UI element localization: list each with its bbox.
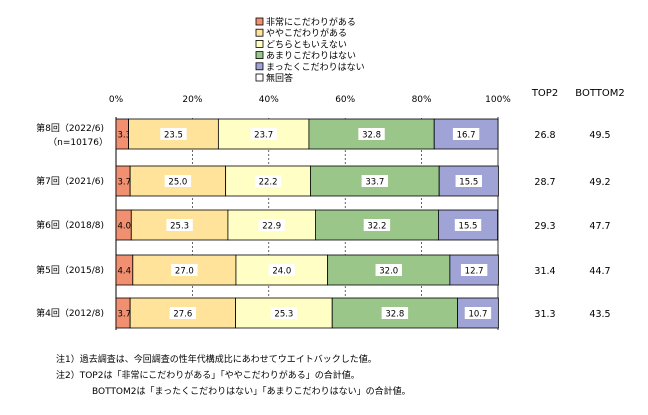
legend-label: あまりこだわりはない: [266, 51, 356, 62]
bottom2-value: 44.7: [589, 266, 610, 277]
legend-swatch: [255, 51, 264, 59]
data-label: 16.7: [457, 131, 476, 141]
data-label: 32.0: [379, 267, 398, 277]
data-label-box: [358, 128, 385, 140]
data-label: 25.0: [168, 178, 187, 188]
data-label-box: [268, 264, 295, 276]
data-label: 3.7: [118, 178, 132, 188]
legend-label: ややこだわりがある: [266, 27, 347, 39]
bar-segment: [225, 165, 311, 197]
top2-header: TOP2: [531, 88, 558, 99]
data-label: 4.4: [118, 267, 132, 277]
data-label: 32.2: [367, 222, 386, 232]
category-label: 第4回（2012/8): [36, 307, 104, 319]
category-label: 第7回（2021/6): [36, 175, 104, 187]
top2-value: 29.3: [534, 221, 555, 232]
data-label-box: [258, 219, 285, 231]
x-tick-label: 60%: [335, 95, 355, 105]
data-label: 23.5: [164, 131, 183, 141]
data-label-box: [452, 128, 480, 140]
data-label: 4.0: [118, 222, 132, 232]
data-label-box: [160, 128, 187, 140]
data-label-box: [254, 175, 282, 187]
legend-swatch: [255, 62, 264, 71]
legend-swatch: [255, 17, 264, 26]
bottom2-value: 49.2: [589, 177, 610, 188]
data-label: 25.3: [170, 222, 189, 232]
legend-swatch: [255, 28, 264, 37]
bottom2-value: 49.5: [589, 130, 610, 141]
category-label: 第5回（2015/8): [36, 264, 104, 276]
data-label-box: [375, 264, 402, 276]
data-label: 12.7: [465, 267, 484, 277]
x-tick-label: 20%: [182, 95, 202, 105]
data-label: 22.9: [262, 222, 281, 232]
data-label: 3.7: [118, 310, 132, 320]
legend-label: 非常にこだわりがある: [266, 16, 356, 28]
data-label: 3.3: [118, 131, 132, 141]
data-label: 25.3: [274, 310, 293, 320]
legend-label: どちらともいえない: [266, 39, 347, 50]
data-label: 15.5: [459, 222, 478, 232]
bottom2-value: 47.7: [589, 221, 610, 232]
category-sublabel: （n=10176）: [48, 137, 108, 148]
top2-value: 31.4: [534, 266, 555, 277]
data-label-box: [460, 264, 488, 276]
legend-label: 無回答: [266, 72, 293, 84]
footnotes: 注1）過去調査は、今回調査の性年代構成比にあわせてウエイトバックした値。 注2）…: [56, 352, 411, 400]
top2-value: 28.7: [534, 177, 555, 188]
data-label: 15.5: [459, 178, 478, 188]
legend-label: まったくこだわりはない: [266, 62, 365, 73]
data-label: 24.0: [272, 267, 291, 277]
data-label: 27.6: [173, 310, 192, 320]
data-label-box: [171, 264, 198, 276]
category-label: 第6回（2018/8): [36, 219, 104, 231]
data-label-box: [363, 219, 391, 231]
x-tick-label: 100%: [485, 95, 511, 105]
data-label-box: [166, 219, 193, 231]
category-label: 第8回（2022/6): [36, 122, 104, 134]
data-label-box: [454, 219, 482, 231]
top2-value: 26.8: [534, 130, 555, 141]
data-label-box: [250, 128, 277, 140]
bottom2-header: BOTTOM2: [575, 88, 624, 99]
data-label: 22.2: [259, 178, 278, 188]
stacked-bar-chart: 非常にこだわりがあるややこだわりがあるどちらともいえないあまりこだわりはないまっ…: [36, 16, 625, 330]
legend-swatch: [255, 40, 264, 48]
data-label-box: [169, 307, 197, 319]
data-label-box: [464, 307, 492, 319]
x-tick-label: 80%: [412, 95, 432, 105]
data-label-box: [455, 175, 482, 187]
note-2: 注2）TOP2は「非常にこだわりがある」「ややこだわりがある」の合計値。: [56, 371, 360, 381]
note-3: BOTTOM2は「まったくこだわりはない」「あまりこだわりはない」の合計値。: [92, 387, 411, 397]
x-tick-label: 40%: [259, 95, 279, 105]
data-label: 27.0: [175, 267, 194, 277]
data-label-box: [381, 307, 409, 319]
x-tick-label: 0%: [109, 95, 124, 105]
data-label-box: [270, 307, 298, 319]
data-label: 32.8: [385, 310, 404, 320]
data-label: 23.7: [254, 131, 273, 141]
top2-value: 31.3: [534, 309, 555, 320]
data-label: 33.7: [365, 178, 384, 188]
note-1: 注1）過去調査は、今回調査の性年代構成比にあわせてウエイトバックした値。: [56, 355, 377, 365]
data-label: 32.8: [362, 131, 381, 141]
data-label-box: [361, 175, 389, 187]
legend-swatch: [255, 73, 264, 82]
data-label: 10.7: [468, 310, 487, 320]
bottom2-value: 43.5: [589, 309, 610, 320]
data-label-box: [164, 175, 192, 187]
